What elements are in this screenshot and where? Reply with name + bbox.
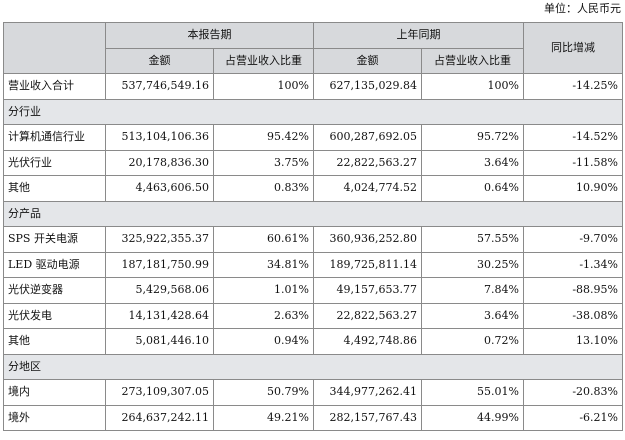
current-amount: 14,131,428.64 [105,302,214,329]
current-share: 49.21% [213,404,314,431]
prior-share: 57.55% [421,226,524,253]
prior-amount: 627,135,029.84 [313,73,422,100]
prior-amount: 22,822,563.27 [313,302,422,329]
section-header-row: 分地区 [3,353,623,380]
header-prior-share: 占营业收入比重 [421,47,524,74]
row-label: 光伏行业 [3,149,106,176]
prior-amount: 344,977,262.41 [313,379,422,406]
row-label: 其他 [3,328,106,355]
current-amount: 273,109,307.05 [105,379,214,406]
row-label: 其他 [3,175,106,202]
prior-share: 55.01% [421,379,524,406]
table-row: 光伏发电 14,131,428.64 2.63% 22,822,563.27 3.64%… [3,302,623,329]
table-row: LED 驱动电源 187,181,750.99 34.81% 189,725,811.… [3,251,623,278]
current-amount: 513,104,106.36 [105,124,214,151]
yoy-change: -14.25% [523,73,623,100]
section-title: 分地区 [3,353,623,380]
header-prior-amount: 金额 [313,47,422,74]
current-amount: 5,081,446.10 [105,328,214,355]
yoy-change: -9.70% [523,226,623,253]
row-label: 光伏发电 [3,302,106,329]
header-current-amount: 金额 [105,47,214,74]
current-share: 50.79% [213,379,314,406]
yoy-change: -6.21% [523,404,623,431]
header-current-period: 本报告期 [105,22,314,49]
yoy-change: -11.58% [523,149,623,176]
current-share: 3.75% [213,149,314,176]
current-amount: 4,463,606.50 [105,175,214,202]
current-share: 34.81% [213,251,314,278]
table-row: SPS 开关电源 325,922,355.37 60.61% 360,936,252.… [3,226,623,253]
table-row: 境内 273,109,307.05 50.79% 344,977,262.41 55.0… [3,379,623,406]
current-amount: 187,181,750.99 [105,251,214,278]
current-share: 60.61% [213,226,314,253]
prior-amount: 4,492,748.86 [313,328,422,355]
current-share: 100% [213,73,314,100]
section-title: 分行业 [3,98,623,125]
row-label: 光伏逆变器 [3,277,106,304]
prior-amount: 360,936,252.80 [313,226,422,253]
prior-amount: 4,024,774.52 [313,175,422,202]
current-share: 0.94% [213,328,314,355]
prior-amount: 189,725,811.14 [313,251,422,278]
row-label: 境外 [3,404,106,431]
row-label: 境内 [3,379,106,406]
header-prior-period: 上年同期 [313,22,524,49]
header-corner-cell [3,22,106,74]
table-row: 其他 4,463,606.50 0.83% 4,024,774.52 0.64% 10.9… [3,175,623,202]
current-amount: 325,922,355.37 [105,226,214,253]
prior-share: 3.64% [421,149,524,176]
yoy-change: 13.10% [523,328,623,355]
section-header-row: 分行业 [3,98,623,125]
prior-amount: 600,287,692.05 [313,124,422,151]
current-share: 1.01% [213,277,314,304]
yoy-change: 10.90% [523,175,623,202]
unit-label: 单位：人民币元 [544,2,621,15]
prior-amount: 22,822,563.27 [313,149,422,176]
prior-share: 95.72% [421,124,524,151]
table-row: 境外 264,637,242.11 49.21% 282,157,767.43 44.9… [3,404,623,431]
current-amount: 5,429,568.06 [105,277,214,304]
current-share: 95.42% [213,124,314,151]
row-label: 营业收入合计 [3,73,106,100]
current-share: 0.83% [213,175,314,202]
header-current-share: 占营业收入比重 [213,47,314,74]
prior-share: 44.99% [421,404,524,431]
section-header-row: 分产品 [3,200,623,227]
prior-share: 100% [421,73,524,100]
row-label: LED 驱动电源 [3,251,106,278]
yoy-change: -20.83% [523,379,623,406]
yoy-change: -1.34% [523,251,623,278]
prior-share: 0.72% [421,328,524,355]
table-row: 光伏行业 20,178,836.30 3.75% 22,822,563.27 3.64%… [3,149,623,176]
current-share: 2.63% [213,302,314,329]
yoy-change: -88.95% [523,277,623,304]
current-amount: 537,746,549.16 [105,73,214,100]
prior-share: 0.64% [421,175,524,202]
table-row: 计算机通信行业 513,104,106.36 95.42% 600,287,692.0… [3,124,623,151]
yoy-change: -38.08% [523,302,623,329]
prior-share: 3.64% [421,302,524,329]
prior-amount: 49,157,653.77 [313,277,422,304]
row-label: 计算机通信行业 [3,124,106,151]
yoy-change: -14.52% [523,124,623,151]
prior-amount: 282,157,767.43 [313,404,422,431]
revenue-table: 本报告期 上年同期 同比增减 金额 占营业收入比重 金额 占营业收入比重 营业收… [3,22,623,431]
table-row: 其他 5,081,446.10 0.94% 4,492,748.86 0.72% 13.1… [3,328,623,355]
section-title: 分产品 [3,200,623,227]
current-amount: 20,178,836.30 [105,149,214,176]
prior-share: 7.84% [421,277,524,304]
current-amount: 264,637,242.11 [105,404,214,431]
table-row: 光伏逆变器 5,429,568.06 1.01% 49,157,653.77 7.84%… [3,277,623,304]
header-yoy: 同比增减 [523,22,623,74]
total-row: 营业收入合计 537,746,549.16 100% 627,135,029.8… [3,73,623,100]
row-label: SPS 开关电源 [3,226,106,253]
prior-share: 30.25% [421,251,524,278]
